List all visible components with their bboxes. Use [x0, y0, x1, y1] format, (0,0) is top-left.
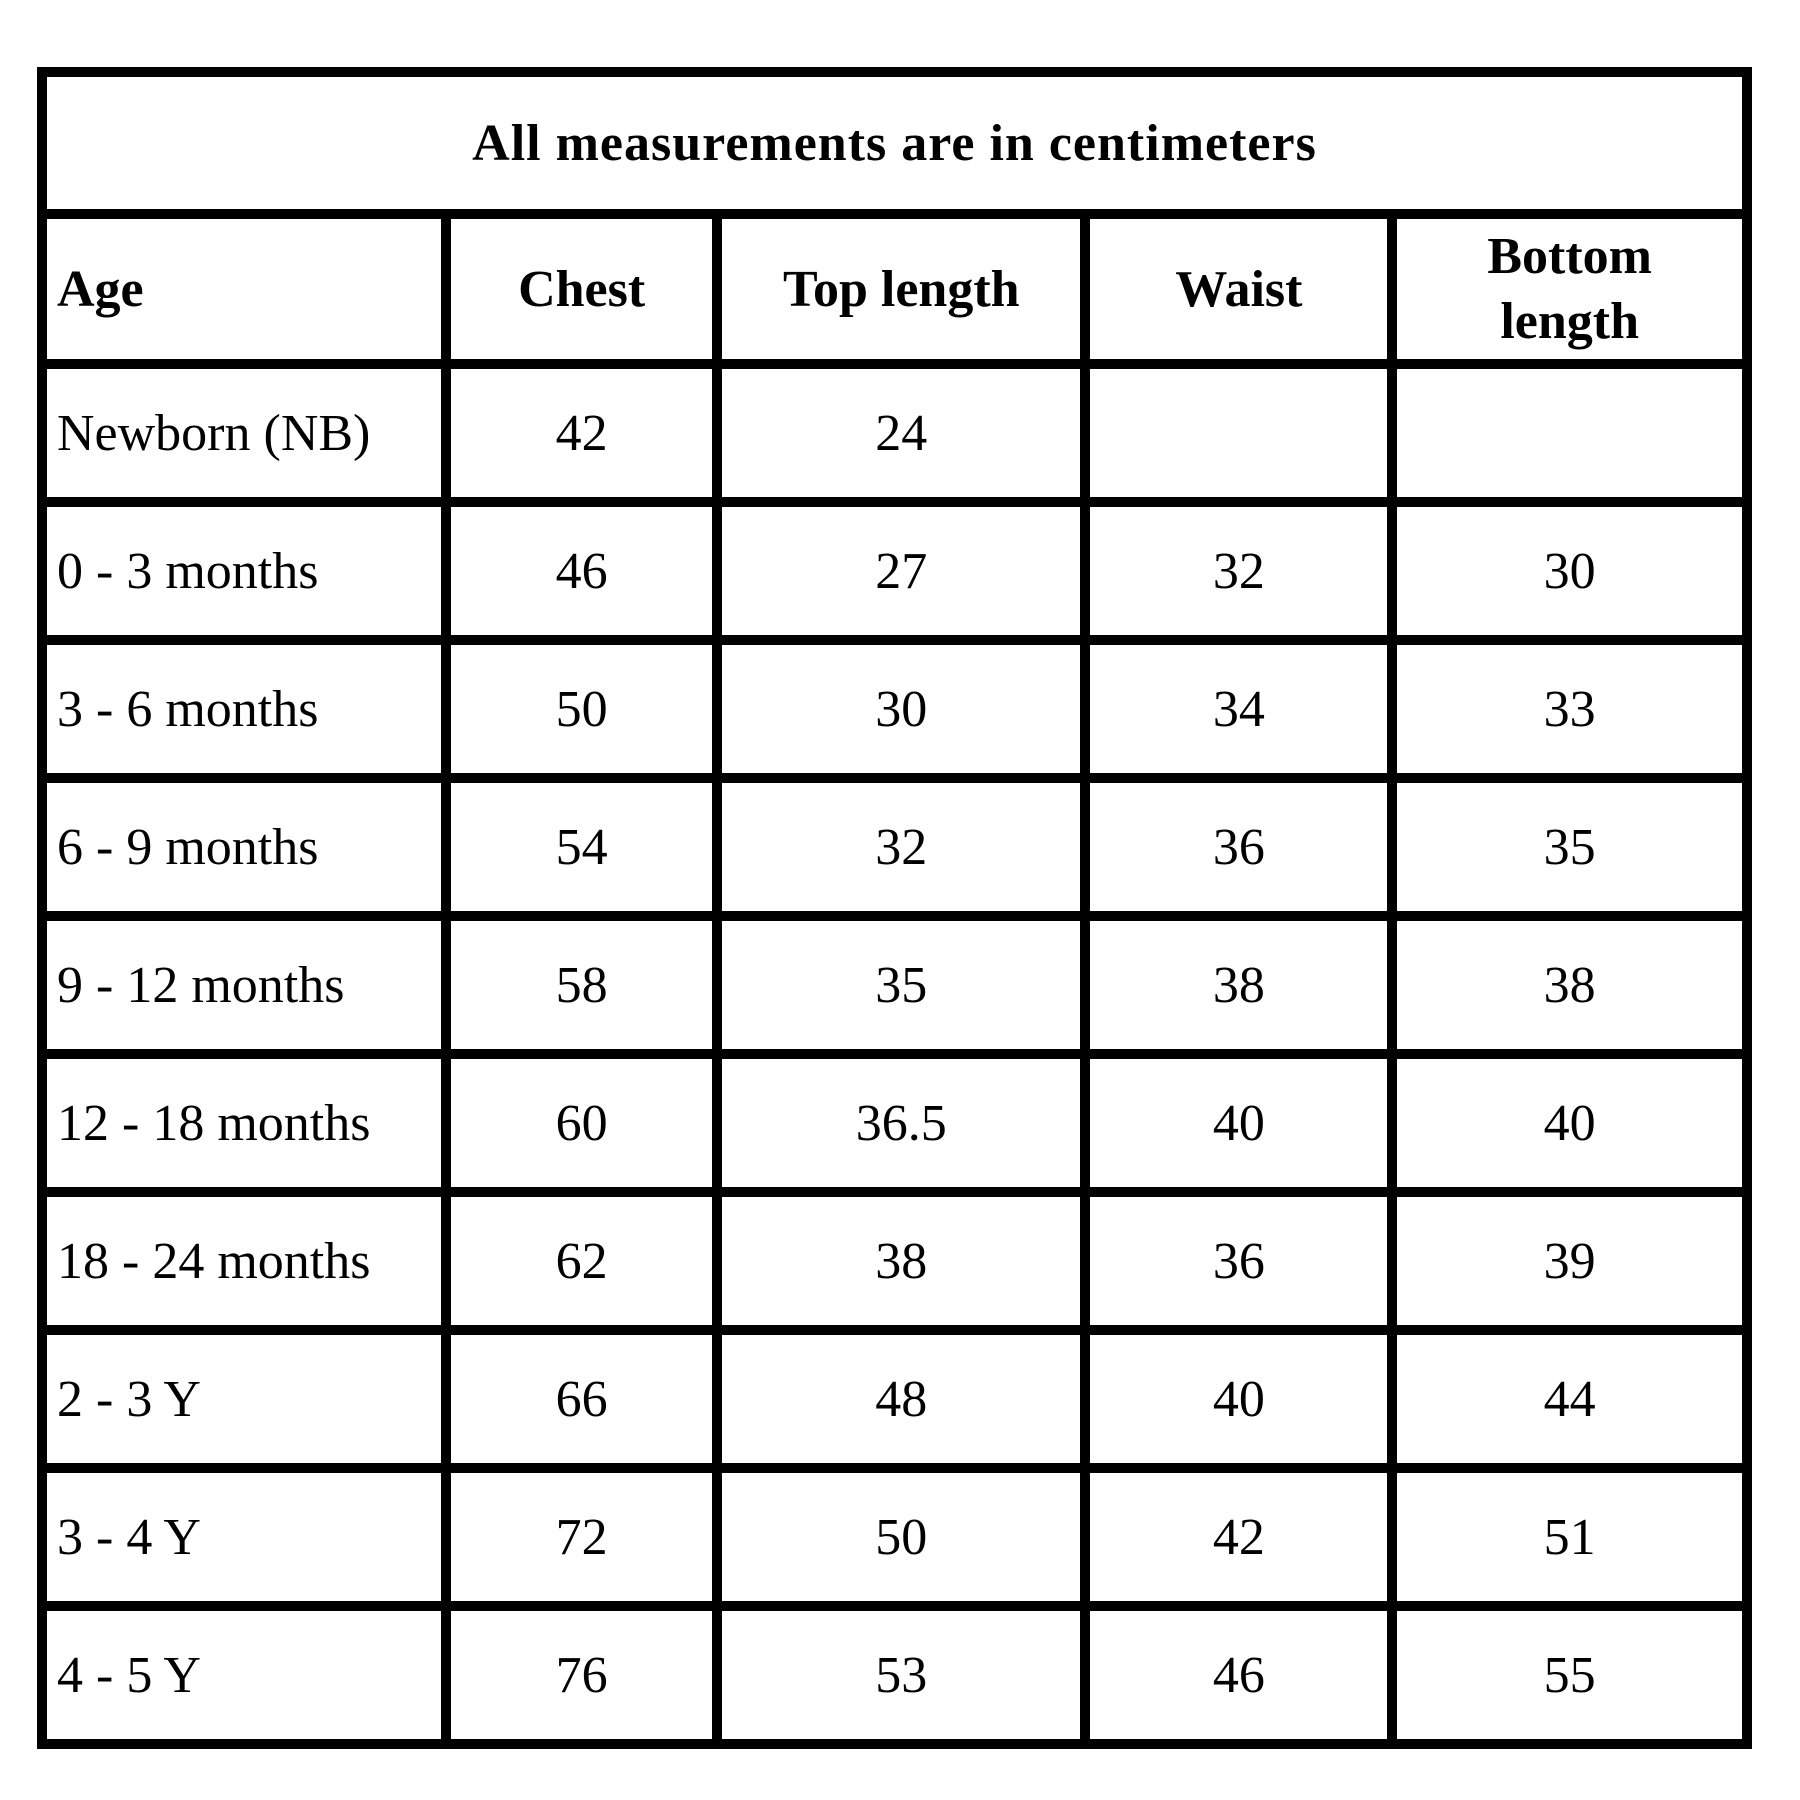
cell-age: 18 - 24 months [36, 1187, 452, 1335]
cell-top-length: 35 [712, 911, 1091, 1059]
table-row: 4 - 5 Y 76 53 46 55 [36, 1601, 1752, 1749]
cell-waist: 36 [1080, 1187, 1398, 1335]
table-row: 6 - 9 months 54 32 36 35 [36, 773, 1752, 921]
cell-age: 6 - 9 months [36, 773, 452, 921]
column-header-top-length: Top length [712, 209, 1091, 369]
cell-bottom-length: 35 [1387, 773, 1752, 921]
cell-bottom-length [1387, 359, 1752, 507]
cell-waist: 38 [1080, 911, 1398, 1059]
table-row: 3 - 4 Y 72 50 42 51 [36, 1463, 1752, 1611]
cell-waist: 40 [1080, 1325, 1398, 1473]
cell-age: 9 - 12 months [36, 911, 452, 1059]
cell-top-length: 27 [712, 497, 1091, 645]
cell-top-length: 32 [712, 773, 1091, 921]
table-row: 9 - 12 months 58 35 38 38 [36, 911, 1752, 1059]
cell-age: 3 - 4 Y [36, 1463, 452, 1611]
cell-waist: 32 [1080, 497, 1398, 645]
cell-waist: 46 [1080, 1601, 1398, 1749]
cell-bottom-length: 33 [1387, 635, 1752, 783]
cell-bottom-length: 39 [1387, 1187, 1752, 1335]
column-header-chest: Chest [441, 209, 723, 369]
size-chart-table: All measurements are in centimeters Age … [36, 67, 1752, 1749]
table-row: 3 - 6 months 50 30 34 33 [36, 635, 1752, 783]
cell-bottom-length: 44 [1387, 1325, 1752, 1473]
column-header-waist: Waist [1080, 209, 1398, 369]
cell-chest: 76 [441, 1601, 723, 1749]
cell-top-length: 38 [712, 1187, 1091, 1335]
cell-top-length: 48 [712, 1325, 1091, 1473]
cell-chest: 60 [441, 1049, 723, 1197]
cell-bottom-length: 40 [1387, 1049, 1752, 1197]
cell-chest: 58 [441, 911, 723, 1059]
cell-age: 0 - 3 months [36, 497, 452, 645]
cell-bottom-length: 51 [1387, 1463, 1752, 1611]
cell-chest: 54 [441, 773, 723, 921]
cell-age: Newborn (NB) [36, 359, 452, 507]
cell-top-length: 53 [712, 1601, 1091, 1749]
cell-top-length: 50 [712, 1463, 1091, 1611]
table-row: 18 - 24 months 62 38 36 39 [36, 1187, 1752, 1335]
cell-waist: 36 [1080, 773, 1398, 921]
table-row: 0 - 3 months 46 27 32 30 [36, 497, 1752, 645]
cell-age: 3 - 6 months [36, 635, 452, 783]
cell-chest: 62 [441, 1187, 723, 1335]
cell-chest: 46 [441, 497, 723, 645]
table-row: 12 - 18 months 60 36.5 40 40 [36, 1049, 1752, 1197]
cell-age: 12 - 18 months [36, 1049, 452, 1197]
cell-chest: 72 [441, 1463, 723, 1611]
table-header-row: Age Chest Top length Waist Bottom length [36, 209, 1752, 369]
cell-waist [1080, 359, 1398, 507]
cell-chest: 66 [441, 1325, 723, 1473]
table-row: Newborn (NB) 42 24 [36, 359, 1752, 507]
cell-waist: 34 [1080, 635, 1398, 783]
cell-waist: 42 [1080, 1463, 1398, 1611]
cell-waist: 40 [1080, 1049, 1398, 1197]
cell-chest: 50 [441, 635, 723, 783]
cell-age: 2 - 3 Y [36, 1325, 452, 1473]
table-row: 2 - 3 Y 66 48 40 44 [36, 1325, 1752, 1473]
cell-chest: 42 [441, 359, 723, 507]
cell-bottom-length: 30 [1387, 497, 1752, 645]
cell-top-length: 24 [712, 359, 1091, 507]
cell-top-length: 30 [712, 635, 1091, 783]
cell-top-length: 36.5 [712, 1049, 1091, 1197]
table-title-row: All measurements are in centimeters [37, 67, 1752, 219]
cell-bottom-length: 55 [1387, 1601, 1752, 1749]
column-header-bottom-length: Bottom length [1387, 209, 1752, 369]
cell-bottom-length: 38 [1387, 911, 1752, 1059]
column-header-bottom-length-label: Bottom length [1487, 228, 1652, 350]
column-header-age: Age [36, 209, 452, 369]
cell-age: 4 - 5 Y [36, 1601, 452, 1749]
table-title: All measurements are in centimeters [37, 67, 1752, 219]
